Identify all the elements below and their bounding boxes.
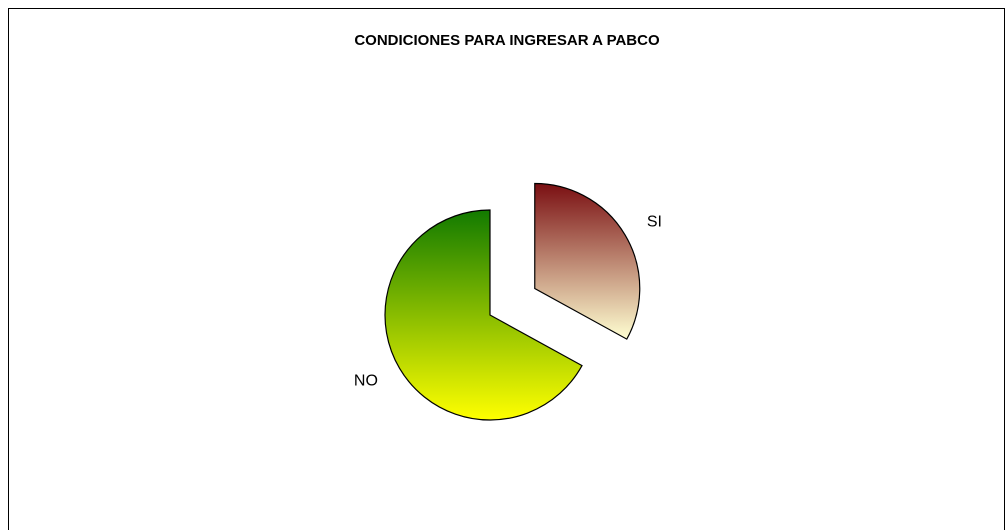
pie-slice — [534, 182, 641, 340]
slice-label: NO — [354, 372, 378, 389]
slice-label: SI — [647, 213, 662, 230]
chart-frame — [8, 8, 1005, 530]
chart-title: CONDICIONES PARA INGRESAR A PABCO — [354, 32, 660, 49]
pie-slice — [384, 209, 583, 421]
